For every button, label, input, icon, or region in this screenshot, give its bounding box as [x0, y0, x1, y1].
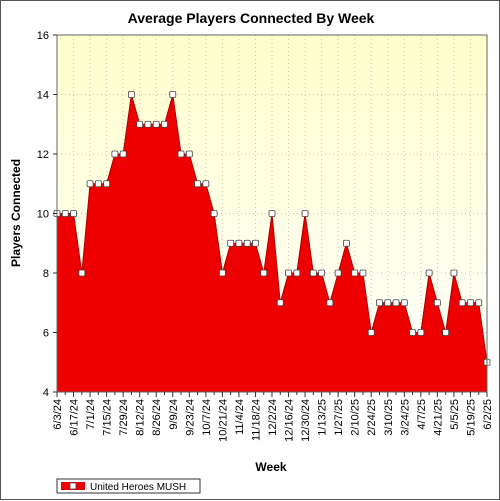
data-point: [128, 91, 135, 98]
x-tick-label: 11/18/24: [250, 399, 262, 441]
data-point: [326, 299, 334, 307]
y-tick-label: 4: [43, 387, 49, 399]
x-tick-label: 8/26/24: [151, 399, 163, 436]
data-point: [169, 91, 177, 98]
x-tick-label: 6/2/25: [482, 399, 494, 430]
y-axis: 4 6 8 10 12 14 16: [37, 30, 57, 399]
data-point: [359, 269, 367, 277]
data-point: [442, 329, 450, 336]
data-point: [351, 269, 359, 277]
x-tick-label: 11/4/24: [234, 399, 246, 435]
data-point: [177, 150, 185, 158]
legend-box: [56, 478, 201, 494]
data-point: [252, 239, 259, 247]
data-point: [144, 120, 152, 128]
y-axis-label: Players Connected: [9, 159, 23, 267]
legend-entry-label: United Heroes MUSH: [90, 482, 186, 493]
data-point: [260, 269, 268, 277]
x-tick-label: 7/1/24: [85, 399, 97, 430]
data-point: [400, 299, 408, 307]
data-point: [276, 299, 284, 307]
y-tick-label: 12: [37, 149, 49, 161]
data-point: [161, 120, 168, 128]
x-tick-label: 2/24/25: [366, 399, 378, 436]
data-point: [70, 210, 77, 217]
data-point: [293, 269, 301, 277]
data-point: [450, 269, 458, 277]
x-tick-label: 10/7/24: [201, 399, 213, 436]
data-point: [235, 239, 243, 247]
x-tick-label: 9/9/24: [168, 399, 180, 430]
x-tick-label: 2/10/25: [350, 399, 362, 436]
series-area-fill: [57, 94, 487, 392]
data-point: [318, 269, 326, 277]
x-axis-label: Week: [255, 460, 286, 474]
data-point: [78, 269, 86, 277]
data-point: [136, 120, 144, 128]
data-point: [86, 180, 94, 188]
x-tick-label: 7/29/24: [118, 399, 130, 436]
data-point: [227, 239, 235, 247]
data-point: [376, 299, 383, 307]
y-tick-label: 10: [37, 209, 49, 221]
y-tick-label: 6: [43, 328, 49, 340]
data-point: [343, 239, 350, 247]
data-point: [103, 180, 111, 188]
x-tick-label: 1/27/25: [333, 399, 345, 436]
x-tick-label: 3/10/25: [383, 399, 395, 436]
data-point: [458, 299, 466, 307]
data-point: [334, 269, 342, 277]
data-point: [384, 299, 392, 307]
x-tick-label: 12/30/24: [300, 399, 312, 442]
legend-marker: [69, 482, 77, 490]
x-tick-label: 7/15/24: [102, 399, 114, 436]
data-point: [243, 239, 251, 247]
x-tick-label: 3/24/25: [399, 399, 411, 436]
y-tick-label: 14: [37, 90, 49, 102]
x-tick-label: 12/2/24: [267, 399, 279, 436]
data-point: [409, 329, 416, 336]
data-point: [285, 269, 292, 277]
x-tick-label: 10/21/24: [217, 399, 229, 442]
data-point: [425, 269, 433, 277]
data-point: [152, 120, 160, 128]
x-tick-label: 12/16/24: [284, 399, 296, 442]
data-point: [367, 329, 375, 336]
data-point: [194, 180, 201, 188]
x-axis: 6/3/24 6/17/24 7/1/24 7/15/24 7/29/24 8/12/24…: [52, 392, 494, 442]
data-point: [309, 269, 317, 277]
y-tick-label: 16: [37, 30, 49, 42]
x-tick-label: 4/7/25: [416, 399, 428, 430]
data-point: [61, 210, 69, 217]
data-point: [268, 210, 276, 217]
data-point: [210, 210, 218, 217]
legend: United Heroes MUSH: [56, 478, 201, 494]
x-tick-label: 6/3/24: [52, 399, 64, 430]
x-tick-label: 9/23/24: [184, 399, 196, 436]
x-tick-label: 1/13/25: [317, 399, 329, 436]
data-point: [433, 299, 441, 307]
y-tick-label: 8: [43, 268, 49, 280]
data-point: [94, 180, 102, 188]
data-point: [218, 269, 226, 277]
x-tick-label: 5/19/25: [465, 399, 477, 436]
data-point: [185, 150, 193, 158]
chart-title: Average Players Connected By Week: [128, 10, 375, 26]
series-markers: [53, 91, 491, 366]
x-tick-label: 5/5/25: [449, 399, 461, 430]
data-point: [417, 329, 425, 336]
x-tick-label: 4/21/25: [432, 399, 444, 436]
data-point: [475, 299, 483, 307]
data-point: [467, 299, 474, 307]
data-point: [202, 180, 210, 188]
data-point: [119, 150, 127, 158]
x-tick-label: 8/12/24: [135, 399, 147, 436]
data-point: [301, 210, 309, 217]
x-tick-label: 6/17/24: [69, 399, 81, 436]
data-point: [111, 150, 119, 158]
data-point: [392, 299, 400, 307]
